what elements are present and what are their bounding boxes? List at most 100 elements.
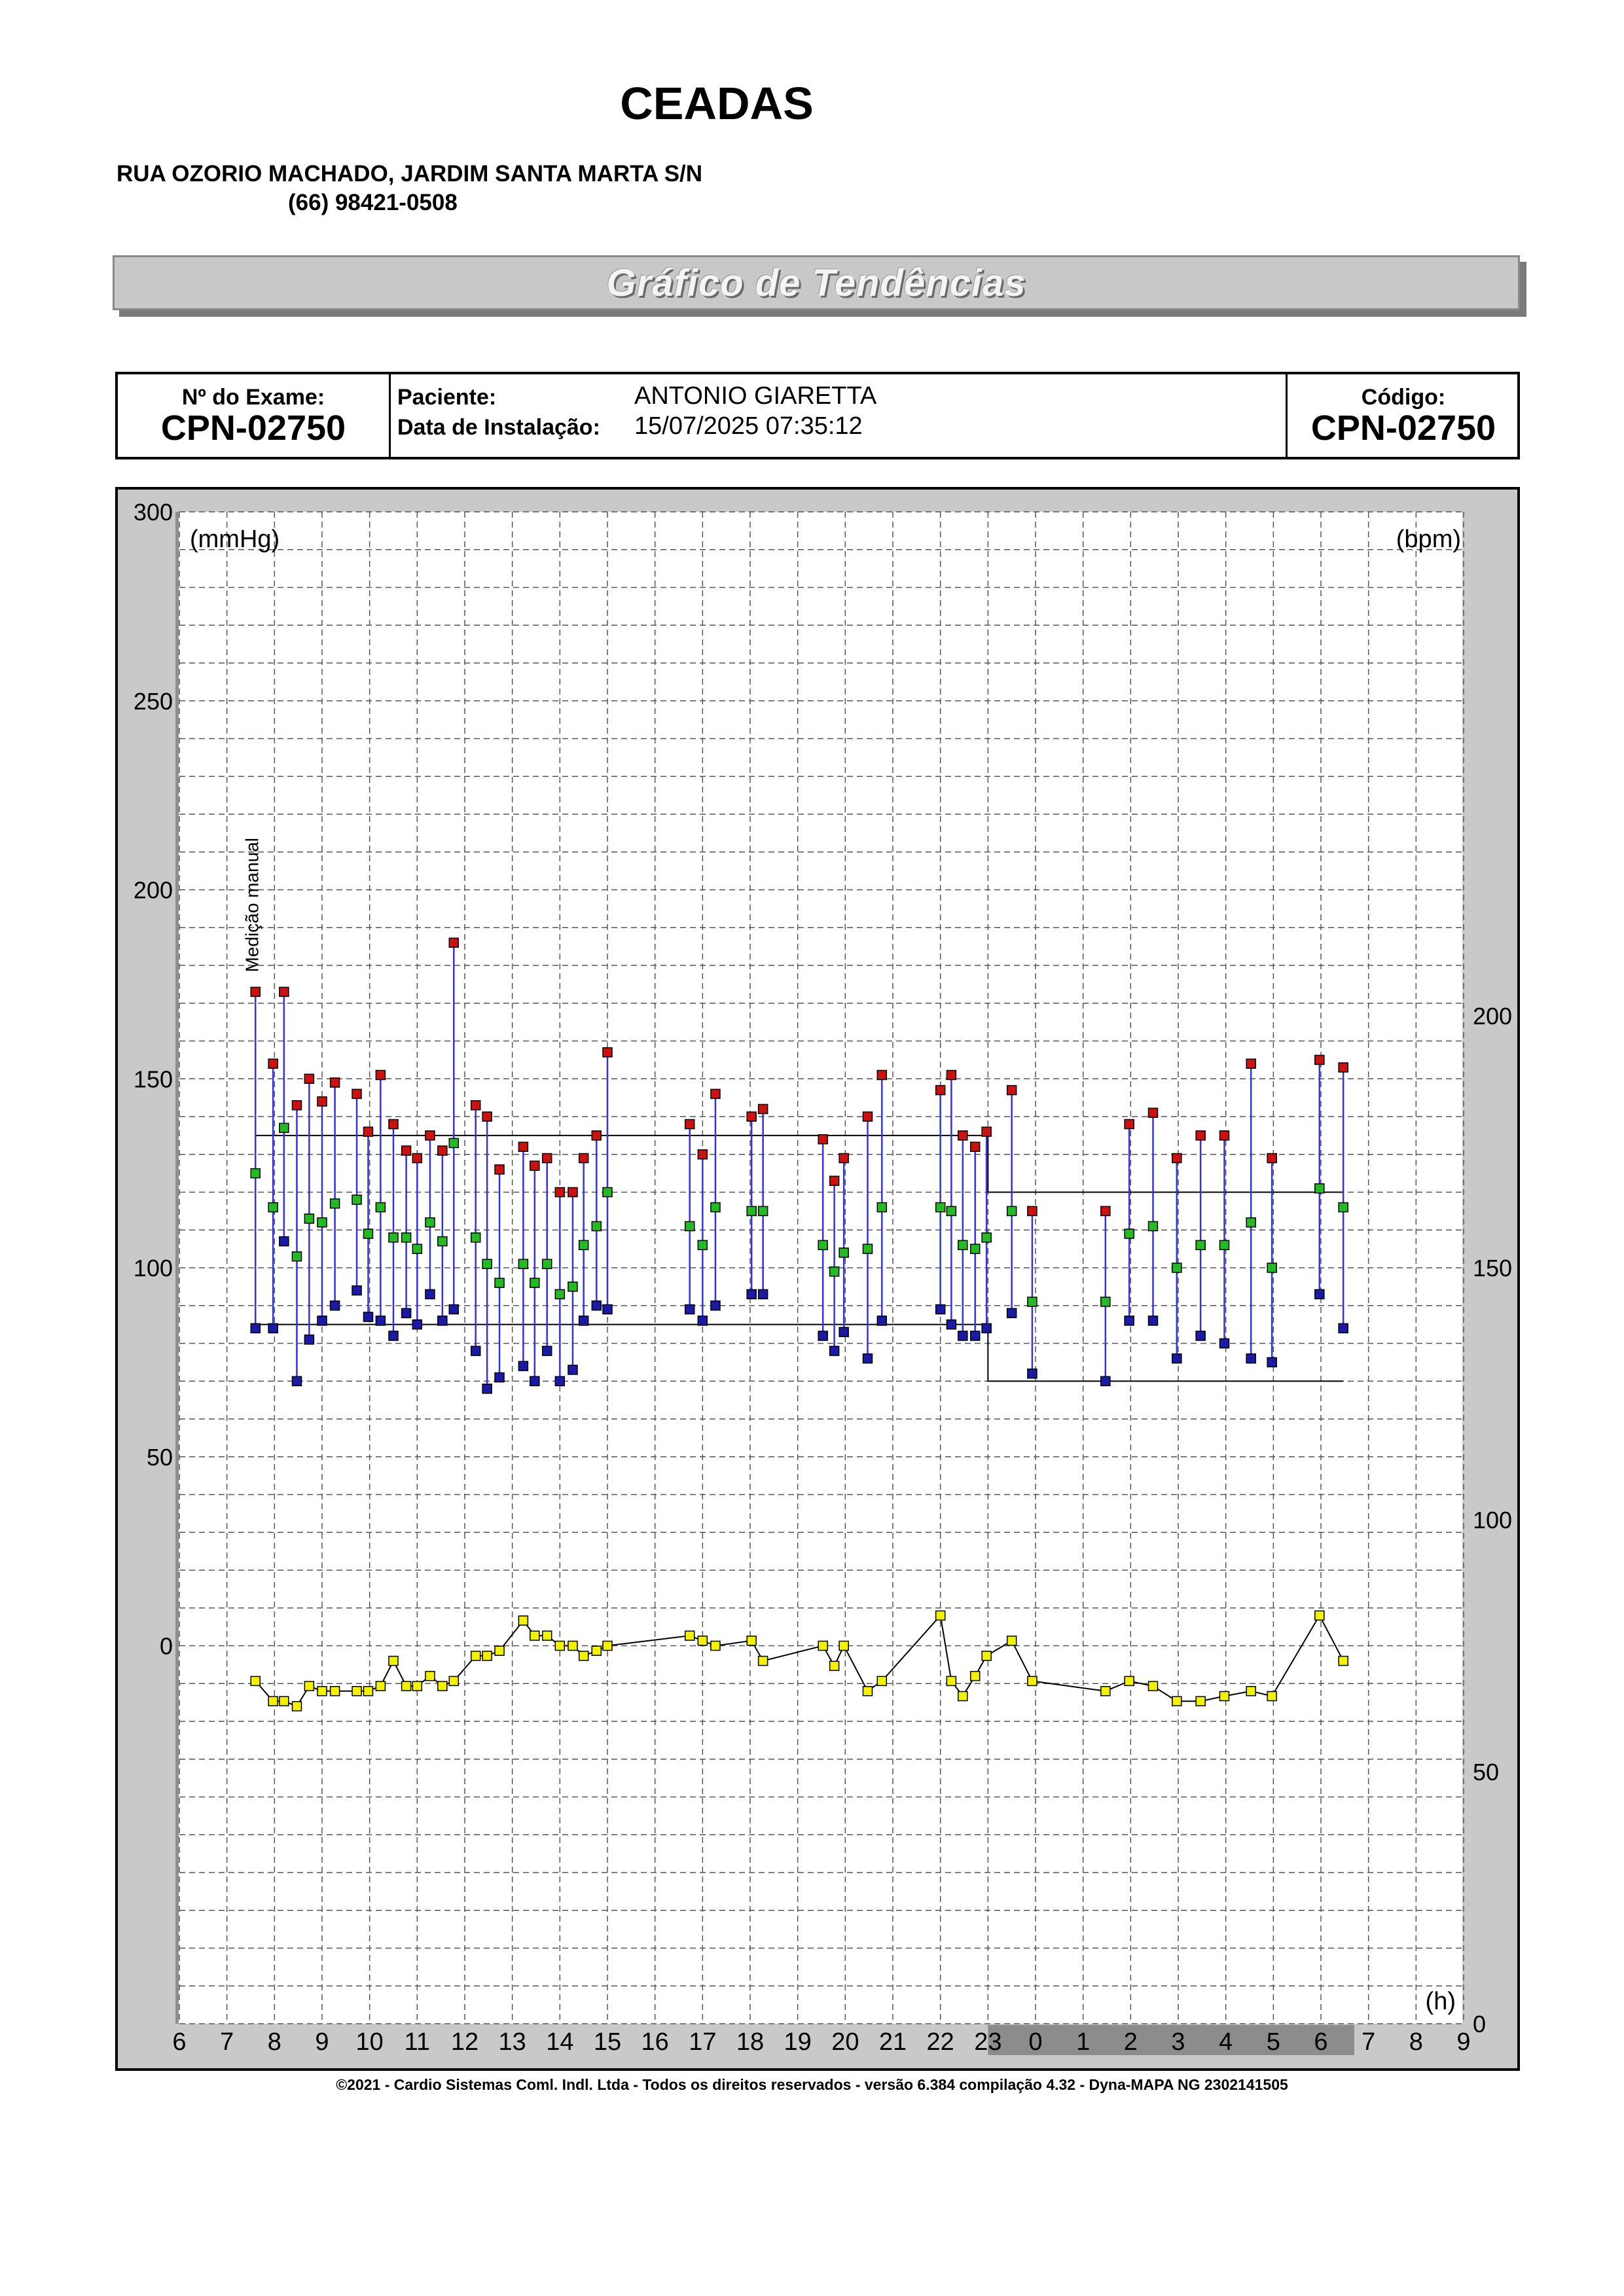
title-banner: Gráfico de Tendências bbox=[113, 255, 1520, 310]
clinic-address: RUA OZORIO MACHADO, JARDIM SANTA MARTA S… bbox=[117, 161, 703, 187]
x-tick-label: 4 bbox=[1219, 2028, 1233, 2056]
diastolic-point bbox=[839, 1327, 849, 1337]
x-tick-label: 18 bbox=[736, 2028, 764, 2056]
systolic-point bbox=[829, 1175, 840, 1186]
heart-rate-point bbox=[1006, 1636, 1017, 1646]
systolic-point bbox=[437, 1145, 448, 1156]
x-tick-label: 0 bbox=[1028, 2028, 1042, 2056]
systolic-point bbox=[363, 1126, 374, 1137]
diastolic-point bbox=[1027, 1368, 1038, 1379]
diastolic-point bbox=[1124, 1316, 1134, 1326]
mean-point bbox=[388, 1232, 399, 1243]
x-tick-label: 1 bbox=[1076, 2028, 1090, 2056]
mean-point bbox=[291, 1251, 302, 1262]
mean-point bbox=[1219, 1240, 1230, 1251]
heart-rate-point bbox=[839, 1640, 849, 1651]
systolic-point bbox=[1219, 1130, 1230, 1141]
mean-point bbox=[375, 1202, 386, 1213]
diastolic-point bbox=[757, 1289, 768, 1300]
heart-rate-point bbox=[757, 1655, 768, 1666]
x-tick-label: 13 bbox=[499, 2028, 526, 2056]
heart-rate-point bbox=[291, 1701, 302, 1712]
y-right-tick-label: 200 bbox=[1473, 1003, 1512, 1030]
clinic-phone: (66) 98421-0508 bbox=[288, 190, 458, 215]
mean-point bbox=[363, 1229, 374, 1239]
mean-point bbox=[876, 1202, 888, 1213]
mean-point bbox=[494, 1278, 505, 1288]
heart-rate-point bbox=[425, 1670, 435, 1681]
mean-point bbox=[317, 1217, 327, 1228]
banner-title: Gráfico de Tendências bbox=[606, 261, 1026, 304]
threshold-line-diastolic bbox=[255, 1323, 1344, 1382]
x-tick-label: 9 bbox=[315, 2028, 329, 2056]
mean-point bbox=[1100, 1297, 1111, 1307]
y-left-tick-label: 0 bbox=[160, 1633, 173, 1660]
diastolic-point bbox=[470, 1346, 481, 1356]
heart-rate-point bbox=[591, 1645, 602, 1656]
code-value: CPN-02750 bbox=[1310, 408, 1496, 448]
systolic-point bbox=[876, 1069, 888, 1081]
x-tick-label: 23 bbox=[974, 2028, 1001, 2056]
night-period-band bbox=[988, 2025, 1354, 2055]
diastolic-point bbox=[268, 1323, 278, 1334]
y-left-tick-label: 50 bbox=[147, 1444, 173, 1471]
x-tick-label: 8 bbox=[1409, 2028, 1423, 2056]
heart-rate-point bbox=[1219, 1691, 1230, 1702]
mean-point bbox=[1195, 1240, 1206, 1251]
systolic-point bbox=[746, 1111, 757, 1122]
diastolic-point bbox=[518, 1361, 529, 1371]
diastolic-point bbox=[969, 1331, 981, 1341]
y-right-unit-label: (bpm) bbox=[1396, 526, 1461, 553]
diastolic-point bbox=[375, 1316, 386, 1326]
threshold-diastolic bbox=[255, 1323, 1344, 1382]
install-date-label: Data de Instalação: bbox=[397, 415, 600, 440]
systolic-markers bbox=[250, 937, 1348, 1217]
heart-rate-point bbox=[437, 1681, 448, 1691]
heart-rate-point bbox=[268, 1696, 278, 1706]
systolic-point bbox=[818, 1134, 828, 1145]
diastolic-point bbox=[554, 1376, 566, 1386]
mean-point bbox=[1246, 1217, 1256, 1228]
mean-point bbox=[1314, 1183, 1325, 1194]
diastolic-point bbox=[541, 1346, 552, 1356]
x-tick-label: 7 bbox=[220, 2028, 234, 2056]
mean-point bbox=[946, 1206, 957, 1217]
mean-point bbox=[279, 1122, 289, 1134]
diastolic-point bbox=[482, 1384, 492, 1394]
diastolic-point bbox=[1267, 1357, 1277, 1368]
diastolic-point bbox=[946, 1319, 957, 1330]
diastolic-point bbox=[250, 1323, 261, 1334]
systolic-point bbox=[684, 1119, 695, 1130]
systolic-point bbox=[494, 1164, 505, 1175]
mean-point bbox=[554, 1289, 566, 1300]
x-tick-label: 9 bbox=[1456, 2028, 1470, 2056]
systolic-point bbox=[1147, 1107, 1159, 1118]
diastolic-point bbox=[697, 1316, 708, 1326]
systolic-point bbox=[279, 986, 289, 997]
diastolic-point bbox=[279, 1236, 289, 1247]
systolic-point bbox=[981, 1126, 992, 1137]
heart-rate-point bbox=[412, 1681, 423, 1691]
y-right-tick-label: 100 bbox=[1473, 1507, 1512, 1534]
diastolic-point bbox=[437, 1316, 448, 1326]
footer-copyright: ©2021 - Cardio Sistemas Coml. Indl. Ltda… bbox=[336, 2076, 1288, 2093]
diastolic-point bbox=[291, 1376, 302, 1386]
systolic-point bbox=[388, 1119, 399, 1130]
diastolic-point bbox=[602, 1304, 613, 1315]
mean-point bbox=[829, 1266, 840, 1277]
heart-rate-point bbox=[1314, 1610, 1325, 1621]
mean-point bbox=[969, 1244, 981, 1254]
diastolic-point bbox=[401, 1308, 412, 1319]
heart-rate-point bbox=[602, 1640, 613, 1651]
systolic-point bbox=[969, 1141, 981, 1152]
mean-point bbox=[818, 1240, 828, 1251]
diastolic-point bbox=[1147, 1316, 1159, 1326]
mean-point bbox=[1172, 1263, 1182, 1273]
diastolic-point bbox=[1100, 1376, 1111, 1386]
systolic-point bbox=[1027, 1206, 1038, 1217]
mean-point bbox=[981, 1232, 992, 1243]
mean-point bbox=[839, 1247, 849, 1258]
systolic-point bbox=[591, 1130, 602, 1141]
systolic-point bbox=[448, 937, 460, 948]
